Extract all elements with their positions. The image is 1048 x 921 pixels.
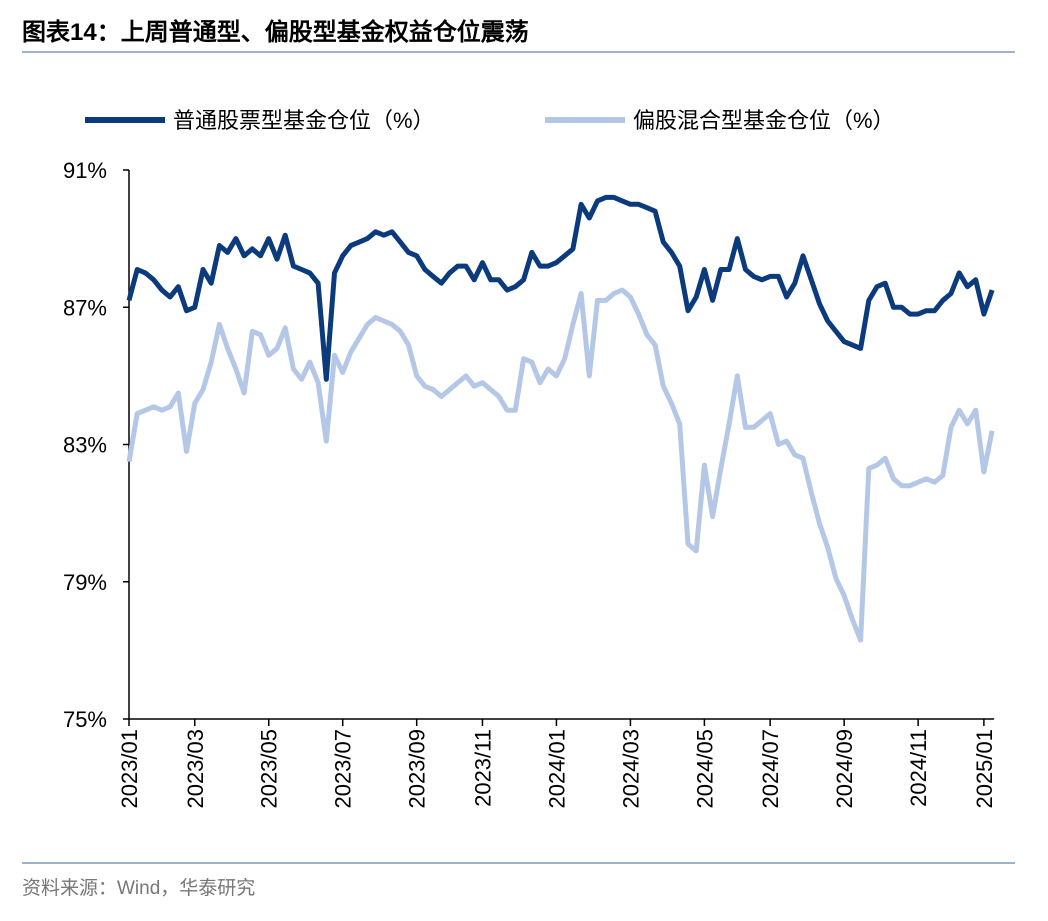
x-tick-label: 2023/11 <box>470 729 495 807</box>
legend-label: 偏股混合型基金仓位（%） <box>633 108 895 133</box>
x-tick-label: 2024/03 <box>618 729 643 809</box>
source: 资料来源：Wind，华泰研究 <box>22 877 255 899</box>
y-tick-label: 87% <box>63 295 107 320</box>
x-tick-label: 2023/01 <box>117 729 142 809</box>
x-tick-label: 2025/01 <box>972 729 997 809</box>
x-tick-label: 2024/01 <box>544 729 569 809</box>
x-tick-label: 2023/07 <box>331 729 356 809</box>
y-tick-label: 91% <box>63 158 107 183</box>
series-line <box>126 287 995 643</box>
x-tick-label: 2023/09 <box>405 729 430 809</box>
x-tick-label: 2023/05 <box>257 729 282 809</box>
series-line <box>126 194 995 382</box>
y-tick-label: 75% <box>63 707 107 732</box>
x-tick-label: 2023/03 <box>183 729 208 809</box>
x-tick-label: 2024/05 <box>692 729 717 809</box>
legend-label: 普通股票型基金仓位（%） <box>173 108 435 133</box>
x-tick-label: 2024/09 <box>832 729 857 809</box>
x-tick-label: 2024/11 <box>906 729 931 807</box>
chart-title: 图表14：上周普通型、偏股型基金权益仓位震荡 <box>22 18 529 46</box>
y-tick-label: 79% <box>63 570 107 595</box>
y-tick-label: 83% <box>63 433 107 458</box>
x-tick-label: 2024/07 <box>758 729 783 809</box>
